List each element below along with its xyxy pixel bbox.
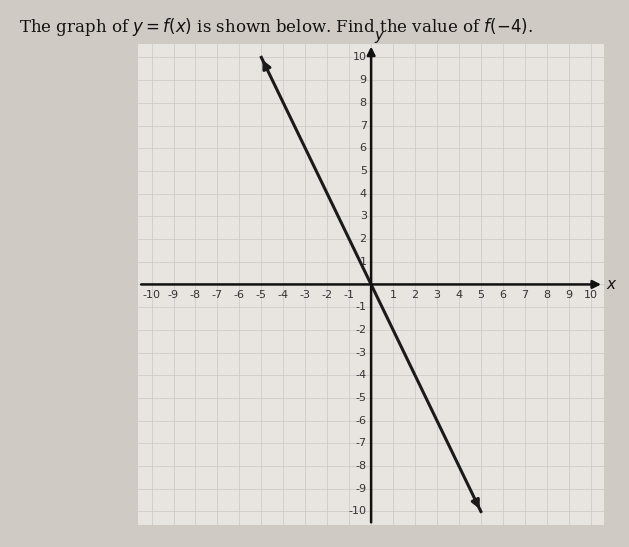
Text: -10: -10: [348, 507, 367, 516]
Text: y: y: [374, 28, 384, 43]
Text: -7: -7: [212, 290, 223, 300]
Text: 9: 9: [565, 290, 572, 300]
Text: -5: -5: [356, 393, 367, 403]
Text: -2: -2: [321, 290, 333, 300]
Text: -1: -1: [356, 302, 367, 312]
Text: 4: 4: [360, 189, 367, 199]
Text: 1: 1: [389, 290, 396, 300]
Text: -6: -6: [356, 416, 367, 426]
Text: 4: 4: [455, 290, 462, 300]
Text: 9: 9: [360, 75, 367, 85]
Text: -3: -3: [356, 347, 367, 358]
Text: 5: 5: [360, 166, 367, 176]
Text: 10: 10: [584, 290, 598, 300]
Text: 3: 3: [360, 211, 367, 222]
Text: 2: 2: [411, 290, 418, 300]
Text: 5: 5: [477, 290, 484, 300]
Text: 8: 8: [360, 98, 367, 108]
Text: -1: -1: [343, 290, 355, 300]
Text: -2: -2: [355, 325, 367, 335]
Text: 10: 10: [353, 53, 367, 62]
Text: -4: -4: [278, 290, 289, 300]
Text: -9: -9: [355, 484, 367, 494]
Text: -4: -4: [355, 370, 367, 380]
Text: 2: 2: [360, 234, 367, 244]
Text: 7: 7: [360, 120, 367, 131]
Text: -8: -8: [355, 461, 367, 471]
Text: -9: -9: [168, 290, 179, 300]
Text: 3: 3: [433, 290, 440, 300]
Text: 1: 1: [360, 257, 367, 267]
Text: -5: -5: [256, 290, 267, 300]
Text: 6: 6: [360, 143, 367, 153]
Text: x: x: [606, 277, 615, 292]
Text: -10: -10: [143, 290, 160, 300]
Text: 8: 8: [543, 290, 550, 300]
Text: 6: 6: [499, 290, 506, 300]
Text: -7: -7: [355, 438, 367, 449]
Text: -6: -6: [234, 290, 245, 300]
Text: -8: -8: [190, 290, 201, 300]
Text: -3: -3: [300, 290, 311, 300]
Text: 7: 7: [521, 290, 528, 300]
Text: The graph of $y = f(x)$ is shown below. Find the value of $f(-4)$.: The graph of $y = f(x)$ is shown below. …: [19, 16, 533, 38]
